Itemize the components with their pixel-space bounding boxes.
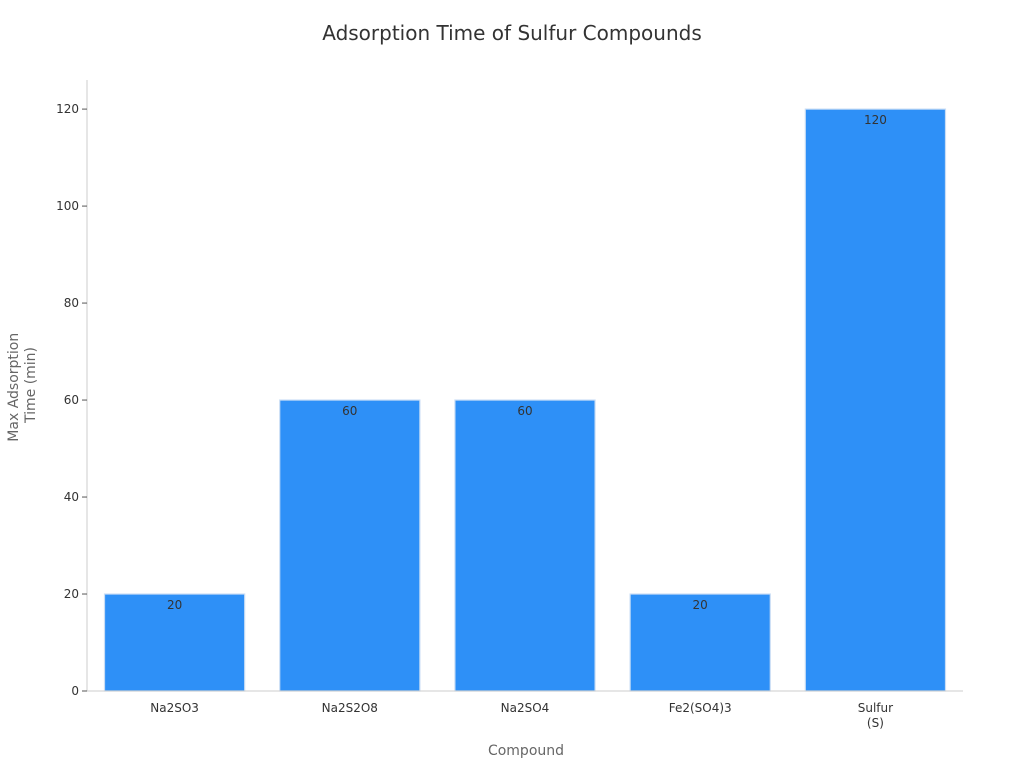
- y-tick-label-4: 80: [64, 296, 79, 310]
- y-axis-label-line-2: Time (min): [23, 347, 39, 424]
- data-label-0: 20: [167, 598, 182, 612]
- y-tick-label-3: 60: [64, 393, 79, 407]
- x-tick-label-2: Na2SO4: [501, 701, 550, 715]
- y-axis-label-line-1: Max Adsorption: [6, 333, 22, 442]
- x-tick-label-0: Na2SO3: [150, 701, 199, 715]
- bar-1: [279, 399, 421, 692]
- bar-3: [629, 593, 771, 692]
- bar-2: [454, 399, 596, 692]
- bar-0: [103, 593, 246, 692]
- data-label-4: 120: [864, 113, 887, 127]
- y-axis-label: Max Adsorption Time (min): [6, 328, 39, 441]
- data-label-1: 60: [342, 404, 357, 418]
- x-tick-label-3: Fe2(SO4)3: [669, 701, 732, 715]
- y-tick-label-2: 40: [64, 490, 79, 504]
- axes-layer: [82, 80, 963, 692]
- chart-title: Adsorption Time of Sulfur Compounds: [322, 21, 702, 45]
- x-tick-label-1: Na2S2O8: [322, 701, 378, 715]
- x-tick-label-4: Sulfur (S): [858, 701, 893, 730]
- y-tick-label-1: 20: [64, 587, 79, 601]
- labels-layer: 20 Na2SO3 60 Na2S2O8 60 Na2SO4 20 Fe2(SO4)3 120 S…: [56, 102, 893, 730]
- x-axis-label: Compound: [488, 743, 564, 759]
- y-tick-label-0: 0: [71, 684, 79, 698]
- y-tick-label-5: 100: [56, 199, 79, 213]
- y-tick-label-6: 120: [56, 102, 79, 116]
- data-label-2: 60: [517, 404, 532, 418]
- bars-layer: [103, 108, 947, 692]
- data-label-3: 20: [693, 598, 708, 612]
- bar-4: [804, 108, 947, 692]
